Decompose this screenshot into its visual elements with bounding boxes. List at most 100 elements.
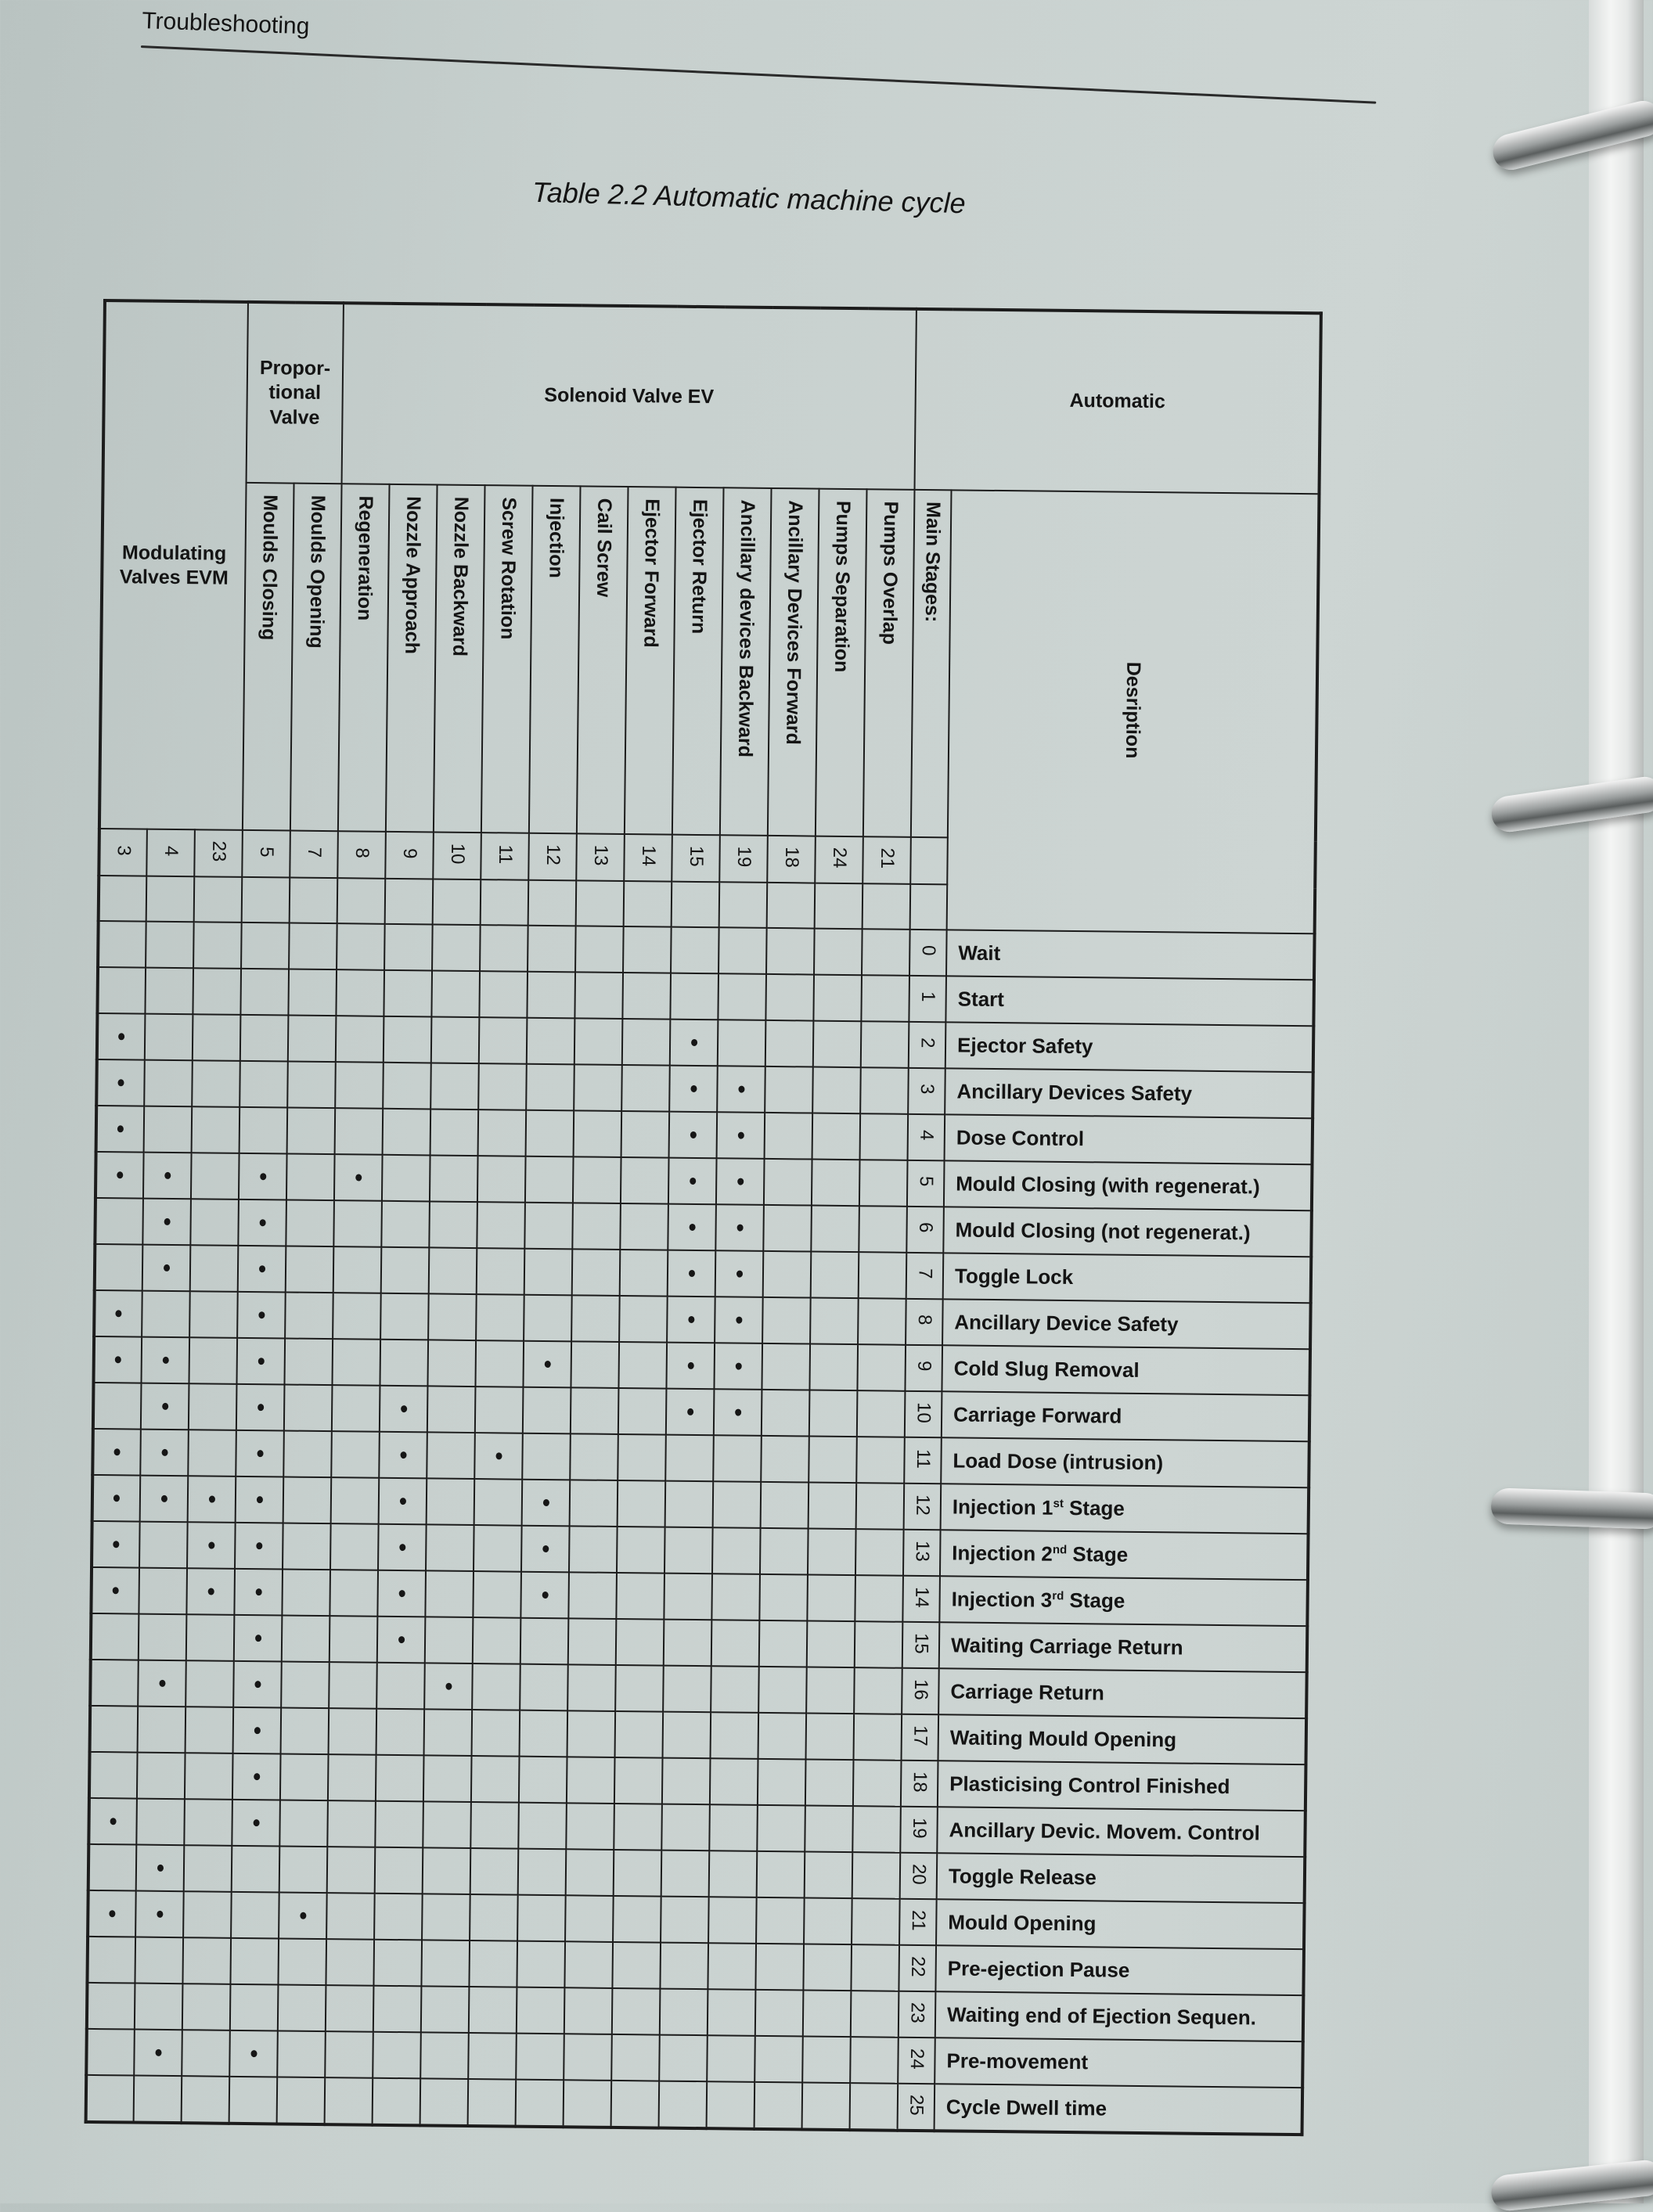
stage-description: Waiting Carriage Return bbox=[938, 1622, 1308, 1673]
active-dot bbox=[299, 1912, 306, 1919]
valve-number: 21 bbox=[876, 847, 899, 869]
valve-cell bbox=[712, 1481, 762, 1528]
valve-cell bbox=[190, 1199, 239, 1246]
stage-number-cell: 12 bbox=[903, 1483, 942, 1530]
valve-cell bbox=[765, 1020, 814, 1067]
valve-cell bbox=[229, 2030, 278, 2077]
valve-cell bbox=[610, 2080, 660, 2128]
valve-cell bbox=[186, 1568, 236, 1615]
valve-cell bbox=[807, 1528, 856, 1576]
valve-cell bbox=[372, 2077, 421, 2126]
valve-cell bbox=[287, 1015, 337, 1063]
active-dot bbox=[688, 1269, 695, 1277]
valve-cell bbox=[87, 1936, 136, 1984]
valve-cell bbox=[807, 1574, 855, 1622]
stage-description-text: Dose Control bbox=[956, 1125, 1085, 1151]
valve-cell bbox=[430, 1063, 479, 1110]
valve-cell bbox=[859, 1113, 909, 1160]
valve-cell bbox=[476, 1248, 525, 1295]
empty-cell bbox=[193, 876, 243, 923]
valve-cell bbox=[811, 1205, 859, 1253]
valve-number: 24 bbox=[828, 847, 851, 869]
stage-description-text: Injection 1 bbox=[952, 1494, 1053, 1520]
valve-cell bbox=[182, 2030, 230, 2077]
valve-number: 5 bbox=[256, 846, 278, 858]
valve-cell bbox=[420, 2078, 469, 2127]
valve-cell bbox=[564, 2034, 612, 2081]
valve-cell bbox=[812, 1066, 861, 1114]
valve-cell bbox=[380, 1293, 429, 1340]
valve-cell bbox=[856, 1437, 905, 1484]
active-dot bbox=[542, 1545, 549, 1552]
valve-cell bbox=[524, 1248, 573, 1296]
valve-cell bbox=[480, 925, 528, 972]
valve-cell bbox=[279, 1846, 328, 1894]
valve-cell bbox=[374, 1847, 423, 1894]
stage-number: 19 bbox=[908, 1817, 931, 1839]
valve-number-cell: 23 bbox=[194, 829, 243, 877]
valve-cell bbox=[852, 1806, 901, 1853]
valve-cell bbox=[94, 1289, 142, 1337]
valve-cell bbox=[660, 1942, 709, 1990]
valve-cell bbox=[669, 1065, 718, 1113]
valve-cell bbox=[288, 969, 337, 1016]
valve-number-cell: 8 bbox=[337, 831, 386, 879]
valve-cell bbox=[285, 1246, 334, 1293]
valve-cell bbox=[376, 1662, 425, 1710]
valve-cell bbox=[139, 1567, 188, 1615]
valve-cell bbox=[324, 2077, 373, 2125]
stage-number-cell: 17 bbox=[901, 1714, 939, 1761]
valve-cell bbox=[856, 1390, 906, 1437]
column-label: Moulds Opening bbox=[305, 495, 330, 649]
valve-cell bbox=[377, 1570, 427, 1617]
machine-cycle-table-wrapper: Modulating Valves EVM Propor-tional Valv… bbox=[84, 299, 1323, 2137]
valve-cell bbox=[571, 1295, 620, 1342]
valve-cell bbox=[666, 1342, 715, 1390]
valve-cell bbox=[805, 1805, 853, 1853]
valve-cell bbox=[805, 1759, 854, 1807]
valve-cell bbox=[860, 1021, 909, 1068]
stage-description-text: Wait bbox=[958, 941, 1001, 966]
valve-cell bbox=[329, 1616, 378, 1663]
active-dot bbox=[114, 1355, 121, 1363]
stage-description: Mould Opening bbox=[936, 1899, 1305, 1950]
valve-cell bbox=[424, 1663, 473, 1710]
valve-cell bbox=[330, 1570, 379, 1617]
stage-number: 15 bbox=[910, 1632, 932, 1654]
valve-cell bbox=[375, 1754, 424, 1802]
valve-cell bbox=[184, 1799, 232, 1846]
active-dot bbox=[110, 1817, 117, 1825]
valve-cell bbox=[94, 1243, 143, 1291]
valve-cell bbox=[333, 1200, 382, 1247]
stage-description-text: Ancillary Devices Safety bbox=[956, 1079, 1193, 1106]
valve-cell bbox=[182, 1984, 231, 2030]
empty-cell bbox=[289, 877, 338, 924]
stage-number: 25 bbox=[906, 2094, 927, 2116]
stage-number-cell: 2 bbox=[908, 1021, 946, 1069]
valve-cell bbox=[859, 1206, 907, 1253]
active-dot bbox=[495, 1451, 502, 1459]
active-dot bbox=[687, 1361, 694, 1369]
stage-number-cell: 22 bbox=[899, 1944, 937, 1992]
valve-cell bbox=[134, 1983, 183, 2030]
valve-cell bbox=[182, 1937, 232, 1984]
active-dot bbox=[398, 1635, 405, 1643]
valve-cell bbox=[375, 1800, 423, 1848]
valve-cell bbox=[426, 1524, 474, 1572]
valve-cell bbox=[239, 1106, 288, 1154]
valve-cell bbox=[230, 1937, 279, 1985]
stage-number: 23 bbox=[906, 2002, 928, 2023]
valve-cell bbox=[852, 1852, 901, 1899]
active-dot bbox=[259, 1172, 266, 1180]
active-dot bbox=[445, 1682, 452, 1690]
valve-cell bbox=[709, 1804, 758, 1851]
valve-cell bbox=[754, 1989, 804, 2037]
stage-description: Ancillary Devices Safety bbox=[945, 1068, 1313, 1119]
valve-cell bbox=[711, 1527, 761, 1574]
column-label: Nozzle Approach bbox=[401, 496, 425, 655]
valve-cell bbox=[764, 1112, 813, 1160]
valve-cell bbox=[429, 1155, 478, 1203]
valve-cell bbox=[95, 1197, 143, 1245]
valve-cell bbox=[142, 1152, 192, 1200]
valve-cell bbox=[663, 1619, 712, 1667]
